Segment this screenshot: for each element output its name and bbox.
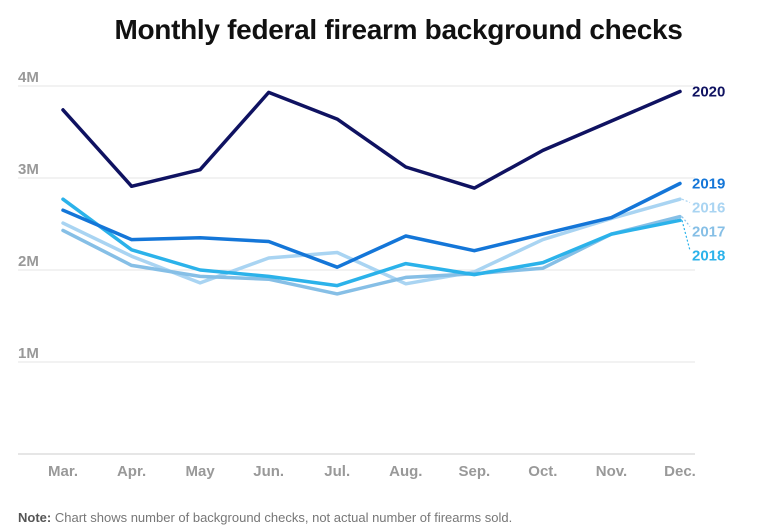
- series-line-2016: [61, 197, 682, 286]
- series-line-2017: [61, 214, 682, 296]
- x-tick-label: Dec.: [664, 463, 696, 480]
- series-label-2016: 2016: [692, 200, 725, 217]
- x-tick-label: Sep.: [458, 463, 490, 480]
- chart-note: Note: Chart shows number of background c…: [18, 510, 512, 525]
- x-tick-label: Aug.: [389, 463, 422, 480]
- x-tick-label: Mar.: [48, 463, 78, 480]
- y-tick-label: 2M: [18, 253, 39, 270]
- series-lines: [61, 89, 682, 296]
- series-label-2018: 2018: [692, 248, 725, 265]
- x-tick-label: Nov.: [596, 463, 627, 480]
- axes: 1M 2M 3M 4M Mar. Apr. May Jun. Jul. Aug. Sep. Oct. N…: [18, 69, 696, 480]
- x-tick-label: Apr.: [117, 463, 146, 480]
- note-label: Note:: [18, 510, 52, 525]
- series-leader-2016: [681, 198, 691, 204]
- note-text: Chart shows number of background checks,…: [54, 510, 513, 525]
- series-line-2018: [61, 197, 682, 288]
- series-label-2020: 2020: [692, 84, 725, 101]
- y-tick-label: 1M: [18, 345, 39, 362]
- chart-title: Monthly federal firearm background check…: [114, 14, 683, 45]
- series-label-2017: 2017: [692, 224, 725, 241]
- x-tick-label: Jun.: [253, 463, 284, 480]
- x-tick-label: Oct.: [528, 463, 557, 480]
- y-tick-label: 3M: [18, 161, 39, 178]
- x-tick-label: Jul.: [324, 463, 350, 480]
- series-labels: 2020 2019 2016 2017 2018: [681, 84, 725, 265]
- series-line-2020: [61, 89, 682, 190]
- grid-lines: [18, 85, 695, 363]
- series-label-2019: 2019: [692, 176, 725, 193]
- series-line-2019: [61, 181, 682, 269]
- series-leader-2018: [681, 220, 691, 251]
- y-tick-label: 4M: [18, 69, 39, 86]
- x-tick-label: May: [186, 463, 216, 480]
